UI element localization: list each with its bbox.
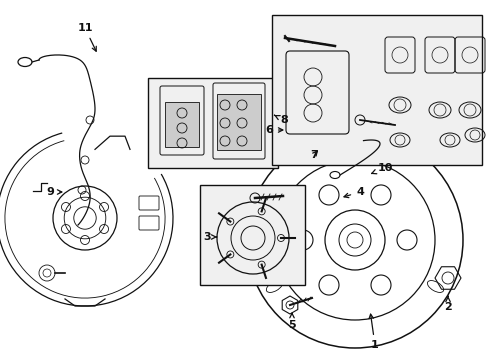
Text: 11: 11 — [77, 23, 96, 51]
Text: 9: 9 — [46, 187, 61, 197]
Bar — [200, 185, 305, 285]
Text: 4: 4 — [343, 187, 363, 198]
FancyBboxPatch shape — [164, 102, 199, 147]
Text: 1: 1 — [368, 314, 378, 350]
FancyBboxPatch shape — [217, 94, 261, 150]
Text: 2: 2 — [443, 296, 451, 312]
Text: 8: 8 — [274, 115, 287, 125]
Bar — [148, 78, 278, 168]
Text: 5: 5 — [287, 313, 295, 330]
Text: 7: 7 — [309, 150, 317, 160]
Text: 10: 10 — [371, 163, 392, 174]
Text: 6: 6 — [264, 125, 282, 135]
Text: 3: 3 — [203, 232, 216, 242]
Bar — [271, 15, 481, 165]
